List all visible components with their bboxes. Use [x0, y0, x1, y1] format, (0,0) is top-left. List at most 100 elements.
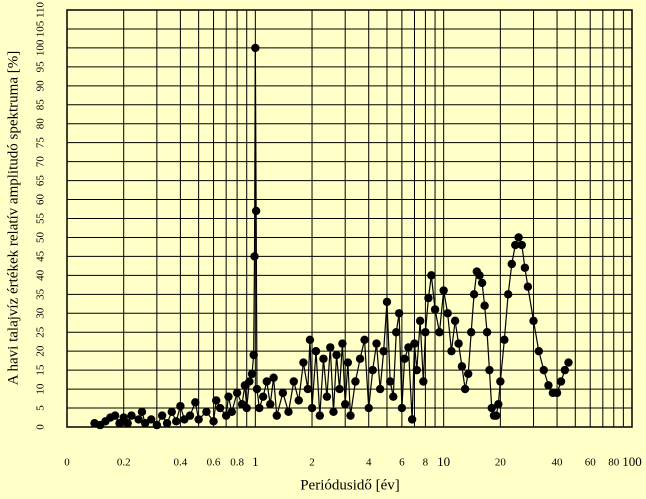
x-tick-label: 60	[585, 457, 597, 469]
data-point	[450, 316, 460, 326]
data-point	[152, 420, 162, 430]
data-point	[412, 365, 421, 375]
data-point	[299, 358, 308, 367]
data-point	[123, 419, 132, 428]
x-tick-label: 1	[252, 454, 259, 469]
data-point	[496, 377, 505, 386]
x-tick-label: 0.2	[117, 457, 131, 469]
data-point	[475, 271, 484, 280]
data-point	[514, 233, 523, 242]
data-point	[364, 403, 373, 413]
data-point	[404, 343, 413, 352]
data-point	[368, 365, 377, 375]
y-tick-label: 110	[35, 1, 47, 18]
data-point	[315, 411, 325, 420]
y-tick-label: 65	[35, 175, 47, 187]
data-point	[520, 263, 530, 272]
y-axis-title: A havi talajvíz értékek relatív amplitud…	[5, 51, 21, 385]
y-tick-label: 45	[35, 250, 47, 262]
data-point	[289, 377, 298, 386]
data-point	[523, 282, 533, 291]
data-point	[278, 388, 288, 398]
data-point	[394, 309, 404, 318]
data-point	[303, 384, 313, 394]
data-point	[355, 354, 365, 363]
y-tick-label: 85	[35, 99, 47, 111]
data-point	[482, 328, 492, 337]
data-point	[171, 417, 181, 426]
data-point	[392, 328, 401, 337]
y-tick-label: 40	[35, 269, 47, 281]
data-point	[269, 373, 278, 382]
x-tick-label: 40	[552, 457, 564, 469]
data-point	[247, 369, 257, 379]
y-tick-label: 90	[35, 80, 47, 92]
x-tick-label: 80	[608, 457, 620, 469]
data-point	[400, 354, 409, 363]
data-point	[209, 417, 218, 426]
data-point	[487, 403, 496, 413]
x-tick-label: 10	[437, 454, 450, 469]
data-point	[127, 411, 136, 420]
data-point	[202, 407, 211, 417]
data-point	[251, 43, 260, 53]
x-tick-label: 6	[399, 457, 405, 469]
data-point	[212, 396, 221, 405]
y-tick-label: 60	[35, 194, 47, 206]
y-tick-label: 75	[35, 137, 47, 149]
x-tick-label: 0.4	[174, 457, 188, 469]
data-point	[517, 240, 527, 250]
x-tick-label: 0	[64, 457, 70, 469]
data-point	[439, 286, 448, 295]
data-point	[110, 411, 120, 420]
data-point	[307, 403, 317, 413]
data-point	[215, 403, 225, 413]
data-point	[322, 392, 332, 401]
y-tick-label: 105	[35, 20, 47, 37]
y-tick-label: 5	[35, 405, 47, 411]
y-tick-label: 100	[35, 39, 47, 56]
data-point	[343, 358, 353, 367]
data-point	[360, 335, 369, 345]
x-tick-label: 0.8	[230, 457, 244, 469]
data-point	[351, 377, 360, 386]
x-tick-label: 100	[622, 454, 642, 469]
data-point	[443, 309, 452, 318]
data-point	[332, 350, 341, 360]
data-point	[252, 384, 262, 394]
data-point	[389, 392, 398, 401]
data-point	[480, 301, 489, 310]
data-point	[335, 384, 344, 394]
data-point	[167, 407, 176, 417]
data-point	[262, 377, 271, 386]
data-point	[424, 293, 433, 303]
data-point	[466, 328, 476, 337]
data-point	[185, 411, 195, 420]
data-point	[469, 290, 479, 299]
data-point	[556, 377, 566, 386]
y-tick-label: 10	[35, 383, 47, 395]
data-point	[494, 400, 503, 409]
x-tick-label: 8	[423, 457, 429, 469]
data-point	[503, 290, 513, 299]
y-tick-label: 50	[35, 231, 47, 243]
y-tick-label: 70	[35, 156, 47, 168]
data-point	[407, 415, 417, 424]
data-point	[382, 297, 392, 307]
data-point	[232, 388, 242, 398]
y-tick-label: 15	[35, 364, 47, 376]
data-point	[137, 407, 147, 417]
data-point	[249, 350, 258, 360]
y-tick-label: 20	[35, 345, 47, 357]
data-point	[134, 415, 143, 424]
data-point	[385, 377, 395, 386]
data-point	[447, 346, 456, 356]
data-point	[539, 365, 548, 375]
data-point	[346, 411, 355, 420]
data-point	[176, 401, 185, 411]
data-point	[564, 358, 573, 367]
x-tick-label: 20	[495, 457, 507, 469]
data-point	[147, 415, 156, 424]
